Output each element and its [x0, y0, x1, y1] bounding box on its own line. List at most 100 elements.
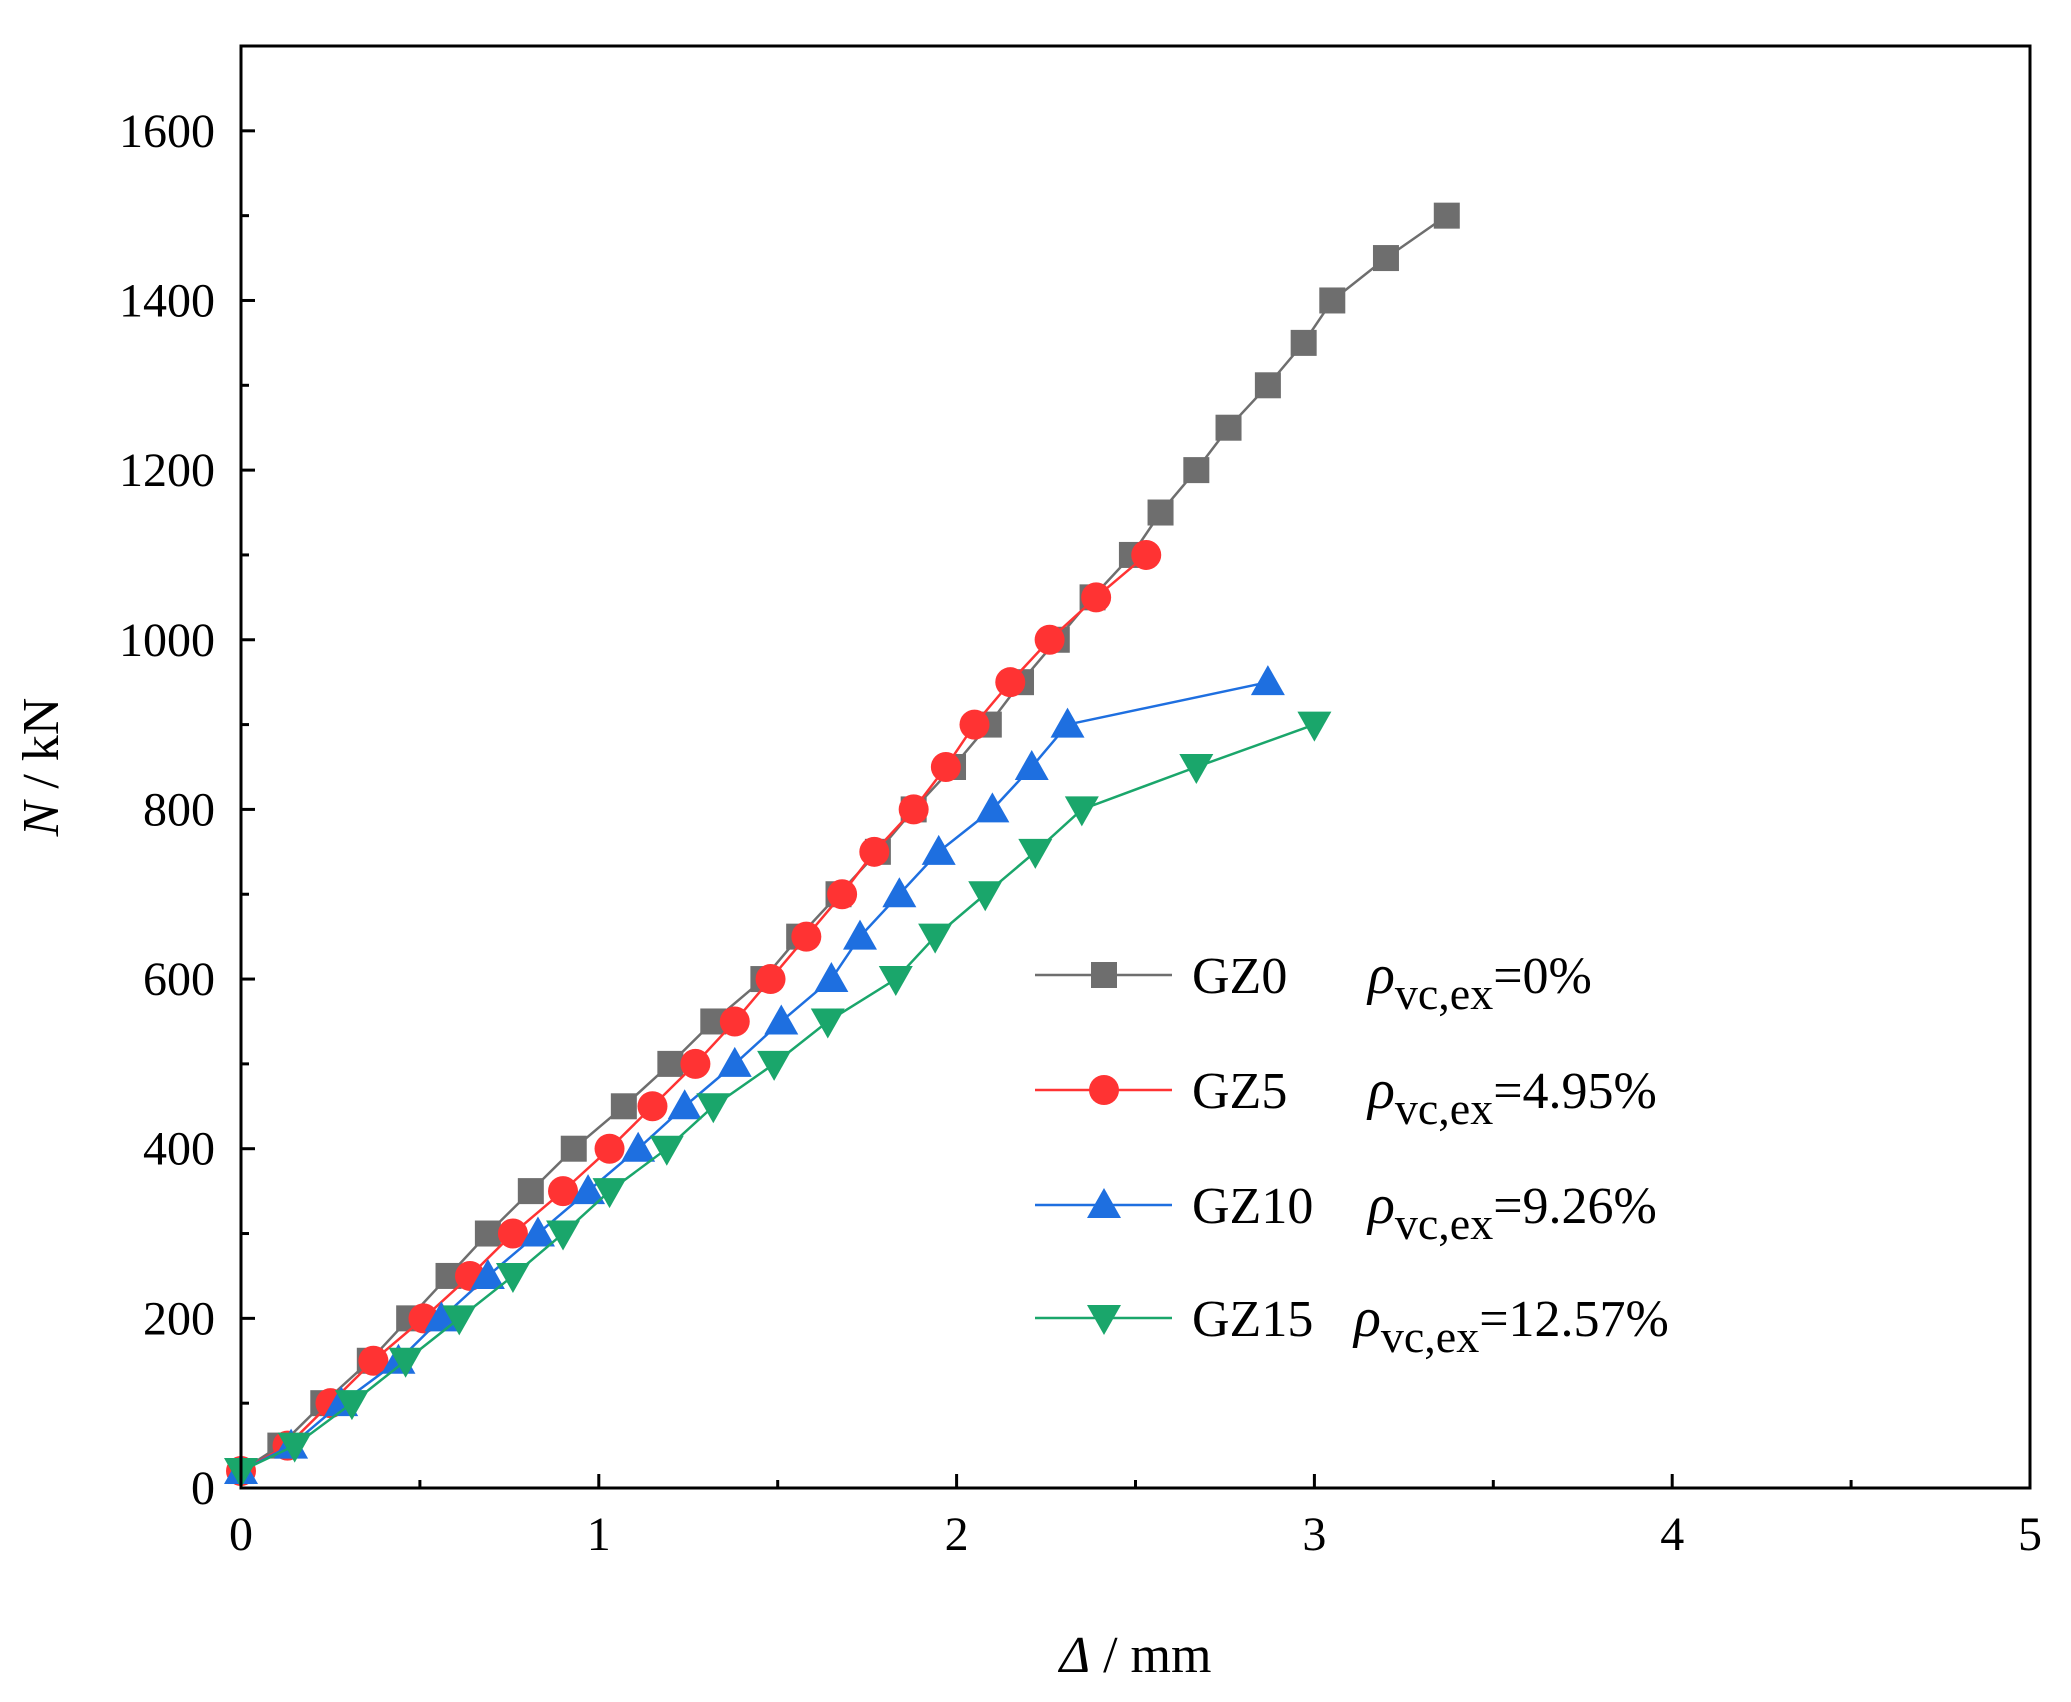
x-tick-label: 3: [1302, 1508, 1326, 1561]
rho-subscript: vc,ex: [1395, 968, 1493, 1019]
data-point-gz10: [814, 962, 849, 993]
data-point-gz10: [1014, 750, 1049, 780]
rho-value: =4.95%: [1493, 1063, 1657, 1120]
data-point-gz15: [277, 1432, 312, 1463]
data-point-gz10: [571, 1174, 606, 1205]
data-point-gz10: [621, 1131, 656, 1162]
data-point-gz15: [696, 1093, 731, 1124]
data-point-gz15: [918, 923, 953, 954]
data-point-gz15: [388, 1347, 423, 1378]
rho-subscript: vc,ex: [1395, 1083, 1493, 1134]
data-point-gz15: [334, 1390, 369, 1421]
data-point-gz5: [1081, 582, 1112, 613]
data-point-gz5: [1034, 624, 1065, 655]
y-tick-label: 800: [143, 783, 215, 836]
rho-symbol: ρ: [1366, 1059, 1395, 1121]
data-point-gz5: [791, 921, 822, 952]
data-point-gz5: [859, 836, 890, 867]
data-point-gz15: [968, 881, 1003, 912]
data-point-gz15: [1297, 711, 1332, 742]
legend-rho: ρvc,ex=12.57%: [1352, 1287, 1669, 1362]
data-point-gz0: [517, 1178, 544, 1205]
data-point-gz10: [921, 834, 956, 865]
legend-marker: [1087, 1305, 1121, 1335]
rho-symbol: ρ: [1366, 1174, 1395, 1236]
series-gz10: [224, 665, 1285, 1485]
data-point-gz10: [470, 1258, 505, 1289]
data-point-gz15: [1064, 796, 1099, 827]
data-point-gz5: [930, 752, 961, 782]
legend-rho: ρvc,ex=4.95%: [1366, 1059, 1657, 1134]
y-tick-label: 1200: [119, 444, 215, 497]
data-point-gz0: [1433, 202, 1460, 229]
y-tick-label: 1400: [119, 274, 215, 327]
legend-rho: ρvc,ex=0%: [1366, 944, 1592, 1019]
legend-label: GZ15: [1192, 1291, 1313, 1348]
data-point-gz10: [975, 792, 1010, 823]
data-point-gz5: [637, 1091, 668, 1122]
legend-label: GZ10: [1192, 1178, 1313, 1235]
y-axis-unit: / kN: [13, 698, 70, 802]
data-point-gz15: [546, 1220, 581, 1251]
legend-marker: [1089, 1075, 1119, 1105]
data-point-gz10: [1250, 665, 1285, 696]
rho-subscript: vc,ex: [1381, 1311, 1479, 1362]
data-point-gz5: [827, 879, 858, 910]
data-point-gz0: [657, 1050, 684, 1077]
data-point-gz10: [1050, 707, 1085, 738]
data-point-gz0: [474, 1220, 501, 1247]
data-point-gz15: [442, 1305, 477, 1336]
series-line-gz0: [240, 214, 1448, 1473]
data-point-gz10: [764, 1004, 799, 1035]
legend: GZ0 ρvc,ex=0%GZ5 ρvc,ex=4.95%GZ10 ρvc,ex=9.…: [1035, 944, 1669, 1362]
data-point-gz5: [755, 964, 786, 995]
data-point-gz15: [757, 1050, 792, 1081]
series-gz5: [226, 539, 1162, 1487]
data-point-gz5: [1131, 539, 1162, 570]
data-point-gz5: [680, 1048, 711, 1079]
data-point-gz5: [594, 1133, 625, 1164]
data-point-gz10: [424, 1301, 459, 1332]
data-point-gz10: [717, 1046, 752, 1077]
data-point-gz0: [1372, 245, 1399, 272]
data-point-gz5: [898, 794, 929, 825]
y-tick-label: 200: [143, 1292, 215, 1345]
data-point-gz0: [1183, 457, 1210, 484]
data-point-gz15: [649, 1135, 684, 1166]
data-point-gz5: [497, 1218, 528, 1249]
data-point-gz10: [667, 1089, 702, 1120]
x-tick-label: 2: [945, 1508, 969, 1561]
data-point-gz0: [1319, 287, 1346, 314]
rho-value: =9.26%: [1493, 1178, 1657, 1235]
data-point-gz10: [842, 919, 877, 950]
data-point-gz15: [1179, 754, 1214, 784]
data-point-gz5: [548, 1176, 579, 1207]
data-point-gz5: [959, 709, 990, 740]
data-point-gz0: [560, 1135, 587, 1162]
legend-rho: ρvc,ex=9.26%: [1366, 1174, 1657, 1249]
x-tick-label: 1: [587, 1508, 611, 1561]
y-tick-label: 0: [191, 1462, 215, 1515]
x-tick-label: 5: [2018, 1508, 2042, 1561]
x-axis-title: Δ / mm: [1058, 1627, 1212, 1684]
x-tick-label: 0: [229, 1508, 253, 1561]
series-gz15: [224, 711, 1332, 1489]
data-point-gz15: [592, 1178, 627, 1209]
x-tick-label: 4: [1660, 1508, 1684, 1561]
rho-symbol: ρ: [1352, 1287, 1381, 1349]
data-point-gz0: [610, 1093, 637, 1120]
y-tick-label: 600: [143, 953, 215, 1006]
legend-item-gz15: GZ15 ρvc,ex=12.57%: [1035, 1287, 1669, 1362]
legend-marker: [1087, 1188, 1121, 1218]
data-point-gz15: [810, 1008, 845, 1039]
legend-label: GZ5: [1192, 1063, 1287, 1120]
legend-item-gz5: GZ5 ρvc,ex=4.95%: [1035, 1059, 1657, 1134]
data-point-gz5: [995, 667, 1026, 698]
data-point-gz15: [1018, 838, 1053, 869]
y-tick-label: 400: [143, 1123, 215, 1176]
plot-area: [224, 202, 1460, 1489]
legend-marker: [1091, 962, 1117, 988]
data-point-gz10: [520, 1216, 555, 1247]
y-tick-label: 1600: [119, 105, 215, 158]
